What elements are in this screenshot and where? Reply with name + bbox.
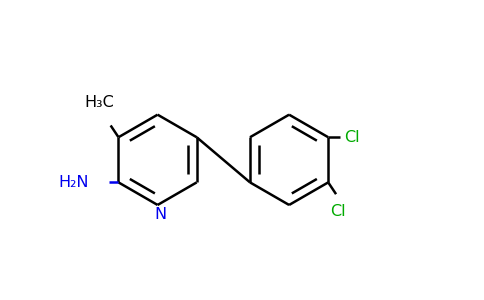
Text: Cl: Cl [344,130,360,145]
Text: N: N [155,207,167,222]
Text: H₃C: H₃C [84,95,114,110]
Text: H₂N: H₂N [59,175,89,190]
Text: Cl: Cl [330,204,346,219]
